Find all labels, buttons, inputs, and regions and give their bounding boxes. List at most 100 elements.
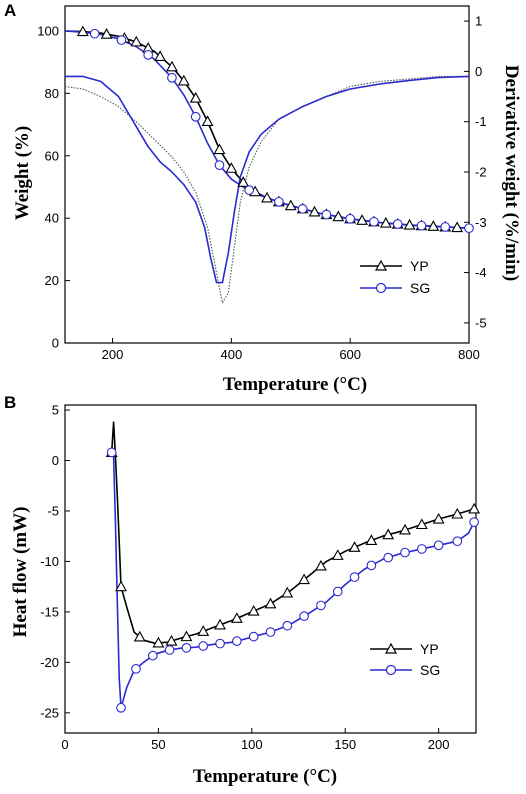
panel-a-letter: A — [4, 1, 16, 20]
panel-a-frame — [64, 5, 470, 344]
panel-a-y2-tick-label: -1 — [475, 114, 487, 129]
panel-a-series-sg-marker — [190, 111, 201, 122]
panel-a-series-yp-marker — [403, 218, 416, 230]
panel-a-series-sg-marker — [274, 196, 284, 207]
panel-b-y-tick-label: -20 — [40, 655, 59, 670]
panel-a-y-tick-label: 40 — [45, 211, 59, 226]
panel-b-series-yp-marker — [415, 518, 428, 530]
panel-a-y-tick-label: 0 — [52, 336, 59, 351]
panel-a-legend: YP SG — [360, 258, 430, 296]
panel-b-x-tick-label: 0 — [61, 737, 68, 752]
panel-b-series-sg-marker — [400, 547, 410, 558]
panel-a-series-yp-marker — [356, 214, 368, 225]
panel-b-series-sg-marker — [232, 636, 242, 647]
panel-b-series-yp-marker — [315, 559, 327, 571]
panel-a-series-yp-derivative-line — [64, 75, 469, 304]
legend-yp-label-b: YP — [420, 641, 439, 657]
panel-a-series-sg-marker — [464, 223, 474, 234]
panel-b-series-sg-marker — [299, 611, 309, 621]
panel-b-series-yp-marker — [432, 512, 445, 524]
panel-a-series-sg-marker — [392, 219, 403, 229]
panel-a-series-yp-marker — [379, 216, 392, 228]
panel-b-series-sg-marker — [147, 650, 158, 661]
panel-b-series-yp-marker — [247, 604, 260, 616]
panel-b-series-sg-marker — [106, 447, 117, 458]
panel-b-series-yp-marker — [331, 549, 344, 560]
panel-a-series-yp-marker — [225, 162, 238, 173]
legend-sg-marker — [375, 282, 387, 294]
panel-a-series-yp-marker — [308, 205, 321, 217]
panel-a-series-yp-marker — [237, 176, 250, 187]
panel-a: A 200 400 600 800 0 20 40 60 80 100 -5 -4 -3 -2 -1 0 1 T… — [4, 1, 522, 395]
panel-a-series-sg-marker — [143, 50, 154, 60]
panel-b-series-yp-marker — [365, 534, 378, 545]
panel-b: B 0 50 100 150 200 -25 -20 -15 -10 -5 0 5 Temperatu… — [4, 393, 481, 787]
panel-a-y2-tick-label: -3 — [475, 215, 487, 230]
panel-b-series-sg-marker — [131, 663, 141, 674]
panel-a-series-yp-marker — [427, 220, 440, 231]
panel-a-series-yp-marker — [332, 210, 345, 222]
panel-b-series-sg-marker — [316, 600, 326, 611]
panel-a-series-sg-marker — [321, 209, 332, 220]
panel-a-x-tick-label: 800 — [458, 347, 480, 362]
panel-a-series-sg-marker — [416, 220, 427, 231]
panel-b-frame — [64, 404, 477, 734]
panel-b-series-sg-marker — [383, 552, 394, 563]
panel-b-series-yp-marker — [180, 630, 193, 642]
panel-b-series-yp-marker — [281, 586, 294, 598]
legend-sg-marker-b — [385, 664, 397, 676]
legend-yp-label: YP — [410, 258, 429, 274]
panel-a-series-sg-marker — [244, 185, 255, 195]
panel-b-series-sg-marker — [349, 572, 360, 582]
legend-yp-marker — [374, 259, 388, 271]
panel-b-series-sg-marker — [116, 702, 126, 713]
panel-b-series-yp-marker — [214, 618, 226, 630]
panel-b-plot-area: 0 50 100 150 200 -25 -20 -15 -10 -5 0 5 — [40, 403, 481, 752]
panel-a-y-tick-label: 20 — [45, 273, 59, 288]
panel-b-series-sg-marker — [198, 641, 209, 651]
panel-b-series-yp-marker — [165, 634, 178, 646]
panel-b-y-tick-label: 5 — [52, 403, 59, 418]
panel-b-series-sg-marker — [416, 544, 427, 554]
panel-a-y2-tick-label: -2 — [475, 164, 487, 179]
panel-b-series-sg-marker — [452, 536, 463, 547]
panel-b-series-sg-marker — [433, 540, 444, 551]
panel-a-series-sg-marker — [297, 203, 308, 214]
panel-b-x-tick-label: 200 — [428, 737, 450, 752]
panel-b-series-sg-marker — [469, 517, 479, 527]
panel-b-series-yp-marker — [133, 630, 146, 642]
legend-sg-label-b: SG — [420, 662, 440, 678]
panel-b-y-tick-label: -25 — [40, 705, 59, 720]
panel-a-series-yp-marker — [261, 191, 273, 203]
panel-b-series-yp-marker — [264, 597, 277, 609]
panel-a-series-yp-marker — [189, 91, 202, 103]
panel-a-y2-tick-label: -4 — [475, 265, 487, 280]
panel-b-y-tick-label: -15 — [40, 604, 59, 619]
legend-yp-marker-b — [384, 642, 398, 654]
panel-b-series-yp-marker — [382, 528, 395, 540]
panel-a-series-sg-marker — [369, 216, 379, 227]
panel-a-x-tick-label: 400 — [221, 347, 243, 362]
panel-b-series-yp-marker — [468, 502, 481, 514]
panel-a-series-sg-marker — [167, 72, 177, 83]
panel-a-series-yp-marker — [177, 74, 190, 86]
panel-a-series-yp-marker — [76, 25, 89, 37]
panel-a-series-sg-marker — [89, 28, 100, 39]
panel-b-x-axis-label: Temperature (°C) — [193, 766, 337, 787]
panel-a-series-yp-marker — [100, 28, 113, 39]
panel-b-series-sg-marker — [248, 631, 259, 642]
panel-b-x-tick-label: 50 — [151, 737, 165, 752]
panel-b-series-sg-marker — [332, 586, 343, 597]
panel-a-y-tick-label: 80 — [45, 86, 59, 101]
panel-a-x-axis-label: Temperature (°C) — [223, 374, 367, 395]
panel-a-x-tick-label: 200 — [102, 347, 124, 362]
panel-b-y-tick-label: 0 — [52, 453, 59, 468]
panel-b-series-yp-marker — [348, 541, 361, 552]
panel-b-series-sg-marker — [282, 620, 293, 631]
panel-b-series-sg-marker — [366, 560, 377, 571]
panel-b-x-tick-label: 150 — [334, 737, 356, 752]
panel-b-series-yp-marker — [197, 625, 210, 636]
panel-a-y-tick-label: 100 — [37, 23, 59, 38]
panel-b-x-tick-label: 100 — [241, 737, 263, 752]
